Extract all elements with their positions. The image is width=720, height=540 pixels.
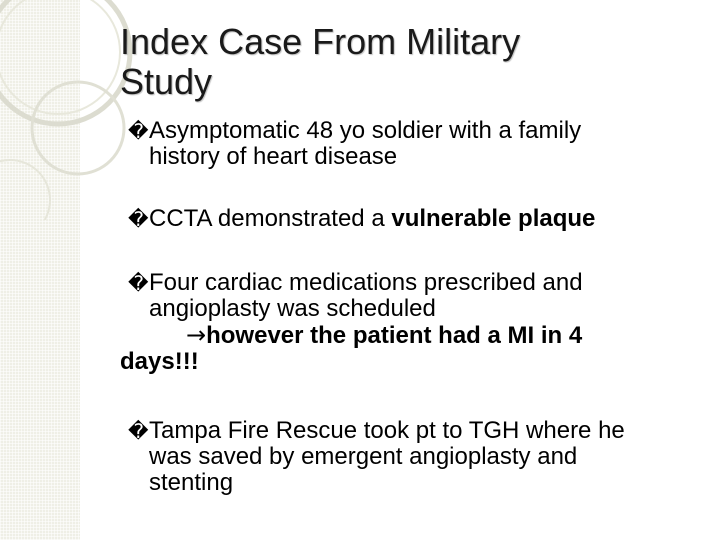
decorative-ring-large — [0, 0, 133, 127]
decorative-ring-bottom — [0, 159, 51, 220]
decorative-circles — [0, 0, 133, 220]
bullet-2-bold-text: vulnerable plaque — [391, 205, 596, 232]
bullet-3-line-2: angioplasty was scheduled — [149, 295, 436, 322]
slide-title-line-1: Index Case From Military — [120, 21, 521, 62]
bullet-asymptomatic-soldier: �Asymptomatic 48 yo soldier with a famil… — [128, 118, 708, 170]
bullet-marker-icon: � — [128, 207, 149, 231]
bullet-medications: �Four cardiac medications prescribed and… — [120, 269, 708, 375]
bullet-1-line-1: Asymptomatic 48 yo soldier with a family — [149, 117, 582, 144]
slide-title: Index Case From Military Study — [120, 22, 520, 102]
decorative-ring-inner — [0, 0, 121, 115]
bullet-4-line-1: Tampa Fire Rescue took pt to TGH where h… — [149, 417, 625, 444]
decorative-side-band — [0, 0, 80, 540]
bullet-3-bold-line-4: days!!! — [120, 348, 199, 375]
bullet-3-line-3: →however the patient had a MI in 4 — [128, 322, 708, 349]
decorative-ring-small — [30, 80, 126, 176]
bullet-4-line-2: was saved by emergent angioplasty and — [149, 443, 578, 470]
bullet-3-bold-line-3: however the patient had a MI in 4 — [206, 322, 583, 349]
bullet-2-text: CCTA demonstrated a — [149, 205, 392, 232]
bullet-marker-icon: � — [128, 419, 149, 443]
bullet-ccta: �CCTA demonstrated a vulnerable plaque — [128, 206, 708, 232]
bullet-tampa-fire-rescue: �Tampa Fire Rescue took pt to TGH where … — [128, 418, 708, 496]
bullet-marker-icon: � — [128, 119, 149, 143]
bullet-3-line-1: Four cardiac medications prescribed and — [149, 269, 583, 296]
bullet-marker-icon: � — [128, 271, 149, 295]
arrow-right-icon: → — [186, 321, 207, 349]
slide-title-line-2: Study — [120, 61, 213, 102]
bullet-1-line-2: history of heart disease — [149, 143, 398, 170]
bullet-4-line-3: stenting — [149, 469, 234, 496]
